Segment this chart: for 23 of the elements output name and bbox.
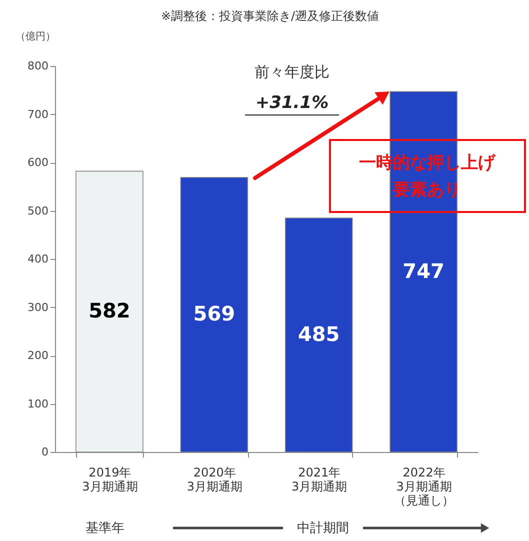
y-tick-label: 200 bbox=[28, 349, 48, 362]
x-tick-label: 2021年3月期通期 bbox=[292, 466, 348, 494]
y-tick-label: 500 bbox=[28, 204, 48, 218]
x-tick-label: 2019年3月期通期 bbox=[82, 466, 138, 494]
data-label: 485 bbox=[298, 322, 340, 346]
y-tick-label: 700 bbox=[28, 108, 48, 121]
y-tick-label: 600 bbox=[28, 156, 48, 169]
annotation: 前々年度比 bbox=[254, 63, 330, 81]
y-tick-label: 400 bbox=[28, 252, 48, 266]
chart-title: ※調整後：投資事業除き/遡及修正後数値 bbox=[160, 9, 380, 23]
data-label: 747 bbox=[402, 258, 444, 283]
x-tick-label: 2022年3月期通期（見通し） bbox=[394, 466, 454, 508]
y-tick-label: 100 bbox=[28, 397, 48, 410]
text: 基準年 bbox=[86, 521, 124, 536]
y-tick-label: 800 bbox=[28, 60, 48, 72]
y-tick-label: 0 bbox=[42, 446, 48, 458]
annotation: +31.1% bbox=[255, 93, 329, 113]
y-axis-title: （億円） bbox=[16, 30, 56, 42]
text: 中計期間 bbox=[297, 521, 349, 536]
y-tick-label: 300 bbox=[28, 300, 48, 314]
data-label: 569 bbox=[193, 302, 236, 326]
x-tick-label: 2020年3月期通期 bbox=[186, 466, 242, 494]
data-label: 582 bbox=[88, 298, 130, 323]
